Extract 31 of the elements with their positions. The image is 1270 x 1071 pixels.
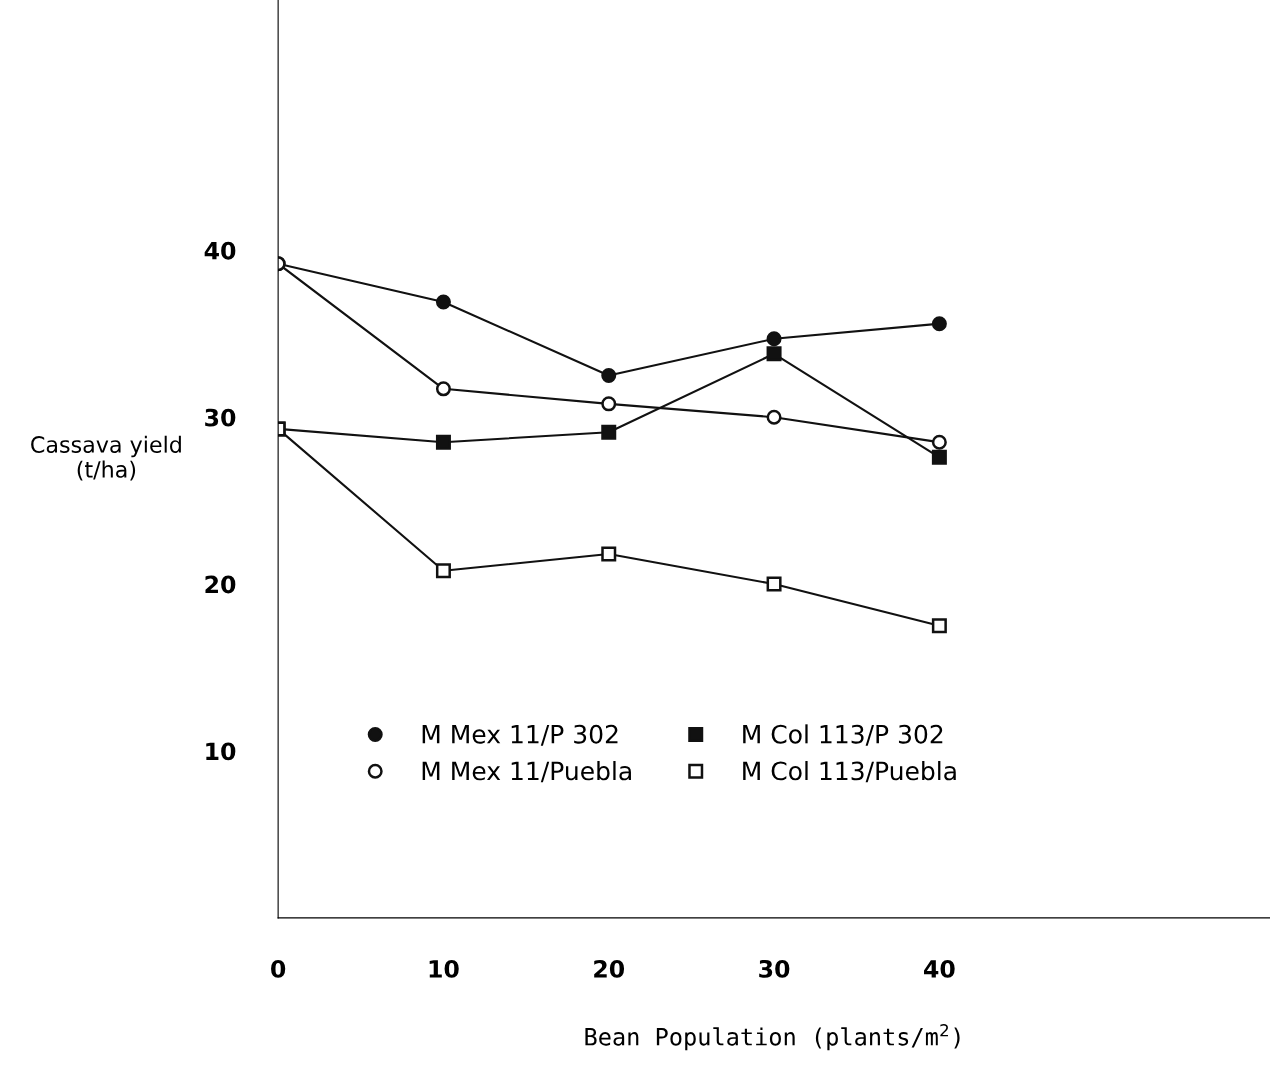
point [601, 396, 617, 412]
point [601, 546, 617, 562]
x-tick-label: 10 [429, 959, 459, 978]
point [766, 409, 782, 425]
x-axis-title: Bean Population (plants/m$^{2}$) [585, 1024, 960, 1051]
legend-label: M Col 113/Puebla [743, 761, 956, 783]
point [766, 346, 782, 362]
legend-label: M Col 113/P 302 [743, 724, 943, 746]
point [435, 434, 451, 450]
legend-label: M Mex 11/P 302 [422, 724, 618, 746]
point [766, 331, 782, 347]
point [931, 434, 947, 450]
point [601, 424, 617, 440]
point [435, 381, 451, 397]
x-tick-label: 0 [271, 959, 286, 978]
point [931, 316, 947, 332]
y-axis-title: Cassava yield (t/ha) [31, 435, 181, 481]
point [601, 367, 617, 383]
x-tick-label: 30 [759, 959, 790, 978]
point [435, 294, 451, 310]
y-tick-label: 20 [205, 575, 236, 594]
y-tick-label: 30 [205, 408, 236, 427]
point [931, 449, 947, 465]
x-tick-label: 20 [594, 959, 625, 978]
point [435, 563, 451, 579]
y-tick-label: 40 [204, 241, 236, 260]
x-tick-label: 40 [924, 959, 955, 978]
point [931, 618, 947, 634]
point [766, 576, 782, 592]
y-tick-label: 10 [206, 742, 236, 761]
legend-label: M Mex 11/Puebla [422, 761, 631, 783]
